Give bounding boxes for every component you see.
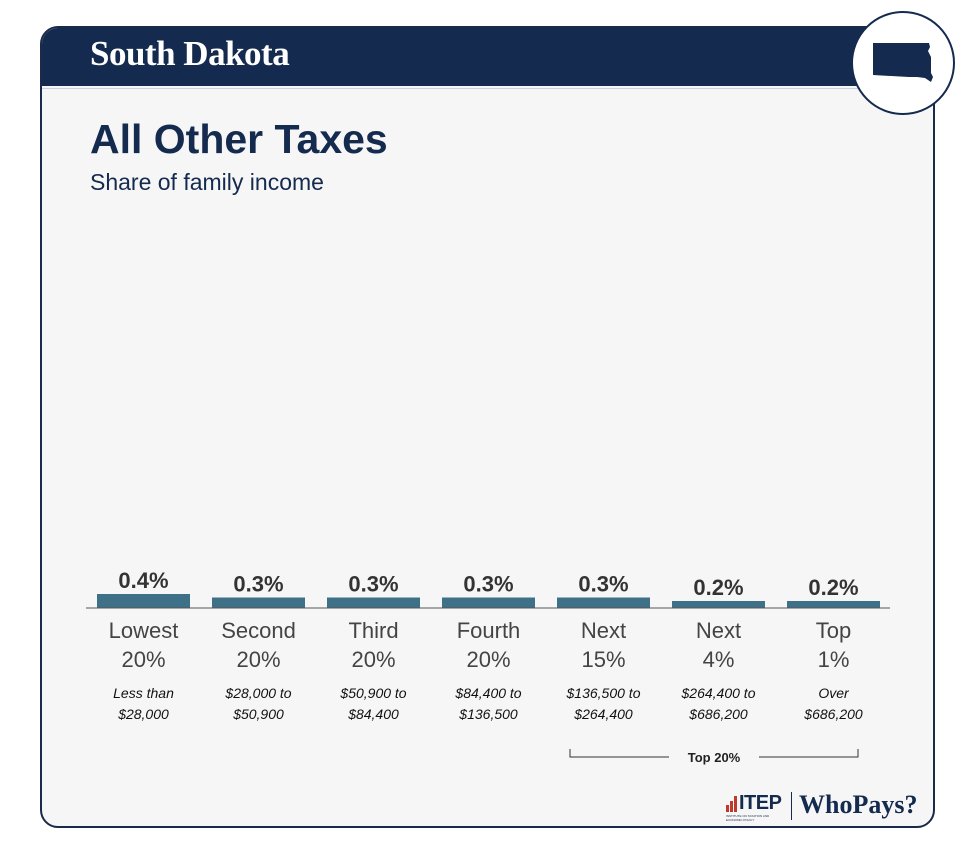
value-label-4: 0.3% <box>578 572 628 597</box>
state-name: South Dakota <box>90 34 290 73</box>
category-label-1-0: Second <box>221 618 296 643</box>
income-range-0-1: $28,000 <box>117 706 169 722</box>
category-label-2-0: Third <box>348 618 398 643</box>
category-label-6-1: 1% <box>818 647 850 672</box>
income-range-0-0: Less than <box>113 685 174 701</box>
income-range-4-1: $264,400 <box>573 706 633 722</box>
income-range-5-0: $264,400 to <box>681 685 756 701</box>
itep-logo-text: ITEP <box>739 792 782 814</box>
bar-3 <box>442 597 535 608</box>
income-range-1-0: $28,000 to <box>224 685 291 701</box>
bar-4 <box>557 597 650 608</box>
value-label-2: 0.3% <box>348 572 398 597</box>
category-label-4-0: Next <box>581 618 626 643</box>
state-header: South Dakota <box>42 28 933 86</box>
category-label-5-1: 4% <box>703 647 735 672</box>
value-label-5: 0.2% <box>693 575 743 600</box>
income-range-6-1: $686,200 <box>803 706 863 722</box>
value-label-1: 0.3% <box>233 572 283 597</box>
income-range-3-0: $84,400 to <box>454 685 521 701</box>
category-label-2-1: 20% <box>351 647 395 672</box>
value-label-6: 0.2% <box>808 575 858 600</box>
income-range-4-0: $136,500 to <box>566 685 641 701</box>
whopays-logo-text: WhoPays? <box>799 790 918 819</box>
bar-2 <box>327 597 420 608</box>
bracket-left <box>569 749 669 758</box>
chart-card: South Dakota <box>40 26 935 828</box>
bar-1 <box>212 597 305 608</box>
income-range-5-1: $686,200 <box>688 706 748 722</box>
category-label-3-1: 20% <box>466 647 510 672</box>
category-label-4-1: 15% <box>581 647 625 672</box>
value-label-0: 0.4% <box>118 568 168 593</box>
category-label-0-0: Lowest <box>109 618 179 643</box>
chart-subtitle: Share of family income <box>90 169 324 195</box>
state-badge <box>851 11 955 115</box>
income-range-3-1: $136,500 <box>458 706 518 722</box>
category-label-3-0: Fourth <box>457 618 521 643</box>
category-label-5-0: Next <box>696 618 741 643</box>
bracket-right <box>759 749 859 758</box>
category-label-6-0: Top <box>816 618 851 643</box>
value-label-3: 0.3% <box>463 572 513 597</box>
income-range-2-0: $50,900 to <box>339 685 406 701</box>
bar-0 <box>97 594 190 608</box>
header-divider <box>42 88 933 89</box>
itep-tagline: INSTITUTE ON TAXATION AND ECONOMIC POLIC… <box>726 814 770 822</box>
income-range-1-1: $50,900 <box>232 706 284 722</box>
logo-divider <box>791 792 792 820</box>
category-label-0-1: 20% <box>121 647 165 672</box>
bracket-label: Top 20% <box>688 750 741 765</box>
bar-6 <box>787 601 880 608</box>
income-range-6-0: Over <box>818 685 850 701</box>
bar-5 <box>672 601 765 608</box>
income-range-2-1: $84,400 <box>347 706 399 722</box>
south-dakota-map-icon <box>873 43 933 82</box>
chart-title: All Other Taxes <box>90 116 388 162</box>
category-label-1-1: 20% <box>236 647 280 672</box>
itep-bars-icon <box>726 796 738 812</box>
